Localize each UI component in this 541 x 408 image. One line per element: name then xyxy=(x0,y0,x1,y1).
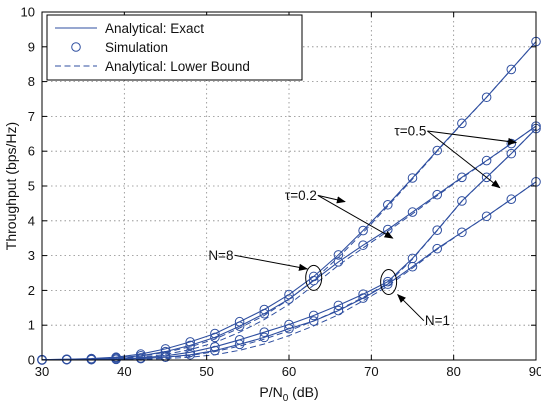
y-tick-label: 8 xyxy=(28,74,35,89)
y-tick-label: 9 xyxy=(28,39,35,54)
simulation-marker xyxy=(481,211,492,222)
simulation-marker xyxy=(506,194,517,205)
y-axis-label: Throughput (bps/Hz) xyxy=(3,122,19,250)
legend-swatch-circle xyxy=(71,42,81,52)
simulation-marker xyxy=(358,240,368,250)
legend-box xyxy=(46,14,303,81)
annotation-arrow xyxy=(397,293,425,322)
simulation-marker xyxy=(481,155,492,166)
annotation-arrow xyxy=(317,194,346,204)
annotation-arrow xyxy=(317,194,394,239)
simulation-marker xyxy=(383,279,393,289)
simulation-marker xyxy=(383,199,393,210)
y-tick-label: 7 xyxy=(28,109,35,124)
simulation-marker xyxy=(308,316,319,326)
simulation-marker xyxy=(358,225,368,236)
simulation-marker xyxy=(358,293,368,303)
simulation-marker xyxy=(481,92,492,103)
legend-entry: Analytical: Lower Bound xyxy=(55,59,250,74)
annotation-label: N=1 xyxy=(425,313,450,328)
legend-entries: Analytical: Exact Simulation Analytical: L… xyxy=(55,21,250,74)
simulation-marker xyxy=(160,352,171,363)
annotation-label: N=8 xyxy=(208,248,233,263)
simulation-marker xyxy=(457,118,467,129)
x-axis-label: P/N0 (dB) xyxy=(259,384,318,404)
y-tick-label: 4 xyxy=(28,213,35,228)
simulation-marker xyxy=(457,172,467,183)
simulation-marker xyxy=(333,250,344,260)
group-ellipse xyxy=(380,269,398,296)
simulation-marker xyxy=(308,310,319,321)
x-tick-label: 70 xyxy=(364,364,378,379)
annotation-arrow xyxy=(427,130,518,146)
annotation-label: τ=0.2 xyxy=(285,188,317,203)
simulation-marker xyxy=(111,354,121,365)
simulation-marker xyxy=(407,207,418,217)
simulation-marker xyxy=(407,173,418,183)
x-axis-label-tail: (dB) xyxy=(288,384,318,400)
annotation-arrow xyxy=(427,130,501,189)
simulation-marker xyxy=(136,353,146,364)
x-tick-label: 40 xyxy=(117,364,131,379)
legend-entry: Simulation xyxy=(71,40,168,55)
simulation-marker xyxy=(185,347,195,358)
legend-label: Simulation xyxy=(105,40,168,55)
simulation-marker xyxy=(506,148,517,159)
simulation-marker xyxy=(284,323,294,334)
simulation-marker xyxy=(457,227,467,238)
simulation-marker xyxy=(432,189,443,200)
simulation-marker xyxy=(259,332,270,343)
annotations: τ=0.5 τ=0.2 N=8 N=1 xyxy=(208,124,518,328)
simulation-marker xyxy=(308,275,319,286)
simulation-marker xyxy=(407,261,418,272)
simulation-marker xyxy=(185,340,195,351)
x-tick-label: 50 xyxy=(199,364,213,379)
simulation-marker xyxy=(457,196,467,206)
simulation-marker xyxy=(333,257,344,267)
simulation-marker xyxy=(506,64,517,75)
axis-ticks: 30 40 50 60 70 80 90 0 1 2 3 4 5 6 7 8 9 10 xyxy=(21,5,541,380)
simulation-marker xyxy=(432,145,443,156)
annotation-label: τ=0.5 xyxy=(394,124,426,139)
legend-label: Analytical: Exact xyxy=(105,21,204,36)
simulation-marker xyxy=(259,308,270,319)
simulation-marker xyxy=(333,305,344,316)
simulation-marker xyxy=(481,172,492,183)
y-tick-label: 5 xyxy=(28,179,35,194)
simulation-marker xyxy=(333,300,344,311)
x-tick-label: 60 xyxy=(282,364,296,379)
legend-label: Analytical: Lower Bound xyxy=(105,59,250,74)
simulation-marker xyxy=(185,337,195,347)
simulation-marker xyxy=(432,225,443,235)
x-axis-label-main: P/N xyxy=(259,384,282,400)
y-tick-label: 10 xyxy=(21,5,35,20)
annotation-arrow xyxy=(234,254,308,271)
simulation-marker xyxy=(210,345,220,356)
legend-entry: Analytical: Exact xyxy=(55,21,204,36)
x-tick-label: 90 xyxy=(529,364,541,379)
x-axis-label-sub: 0 xyxy=(283,393,289,404)
legend: Analytical: Exact Simulation Analytical: L… xyxy=(46,14,303,81)
simulation-marker xyxy=(284,294,294,304)
simulation-marker xyxy=(259,327,270,337)
y-tick-label: 0 xyxy=(28,353,35,368)
y-tick-label: 6 xyxy=(28,144,35,159)
simulation-marker xyxy=(432,243,443,254)
simulation-marker xyxy=(210,332,220,343)
group-ellipse xyxy=(305,264,323,291)
simulation-marker xyxy=(234,339,245,350)
x-tick-label: 80 xyxy=(446,364,460,379)
y-tick-label: 1 xyxy=(28,318,35,333)
y-tick-label: 2 xyxy=(28,283,35,298)
y-tick-label: 3 xyxy=(28,248,35,263)
x-tick-label: 30 xyxy=(35,364,49,379)
lower-bound-line xyxy=(41,125,537,361)
simulation-marker xyxy=(185,349,195,360)
simulation-marker xyxy=(234,321,245,332)
